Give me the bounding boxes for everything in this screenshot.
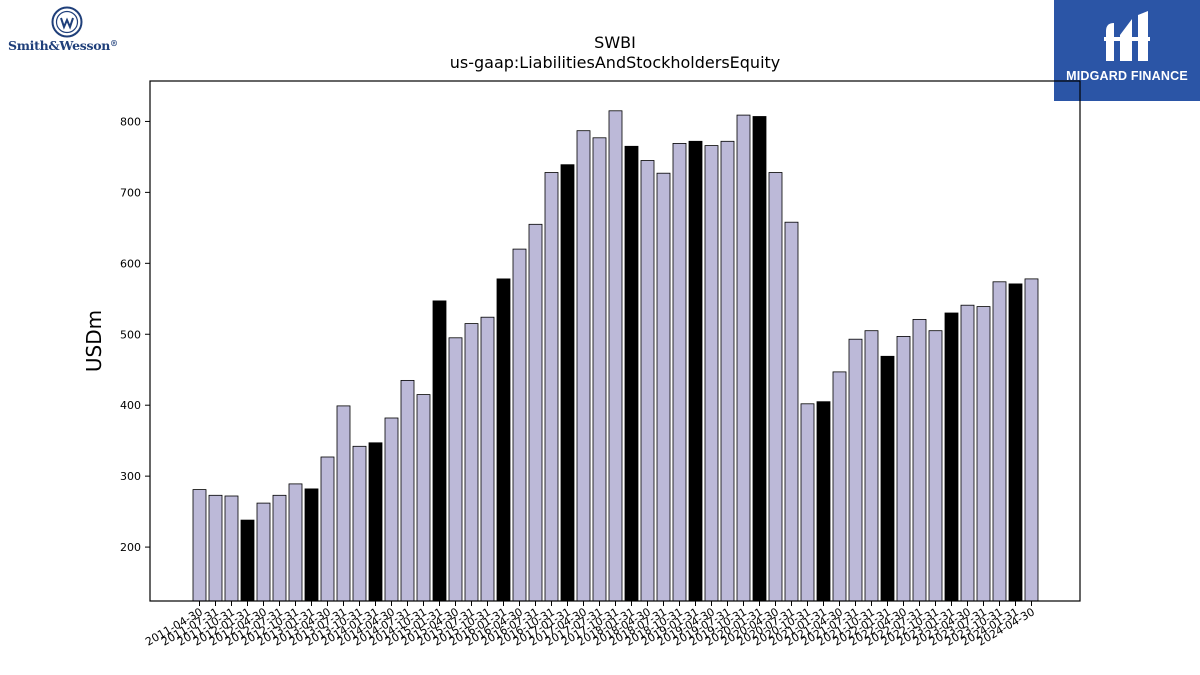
y-tick-label: 700 [120, 186, 141, 199]
bar-2023-01-31 [944, 312, 959, 602]
y-tick-label: 500 [120, 328, 141, 341]
bar-2017-10-31 [608, 110, 623, 602]
bar-2012-07-31 [272, 494, 287, 602]
chart-title: SWBI [594, 33, 636, 52]
midgard-finance-logo: MIDGARD FINANCE [1054, 0, 1200, 101]
bar-2013-07-31 [336, 405, 351, 602]
bar-2014-07-31 [400, 379, 415, 602]
bar-2015-07-31 [464, 323, 479, 602]
bar-2022-01-31 [880, 355, 895, 602]
bar-2016-04-30 [512, 248, 527, 602]
y-axis-label: USDm [82, 310, 106, 372]
registered-mark: ® [110, 38, 118, 48]
bar-2022-04-30 [896, 335, 911, 602]
bar-2022-10-31 [928, 330, 943, 602]
bar-2023-04-30 [960, 304, 975, 602]
bar-2016-01-31 [496, 278, 511, 602]
chart-subtitle: us-gaap:LiabilitiesAndStockholdersEquity [450, 53, 781, 72]
bar-2011-07-31 [208, 494, 223, 602]
bar-2015-10-31 [480, 316, 495, 602]
bar-2012-01-31 [240, 519, 255, 602]
y-tick-label: 400 [120, 399, 141, 412]
bar-2021-07-31 [848, 338, 863, 602]
bar-2024-01-31 [1008, 283, 1023, 602]
bar-2020-04-30 [768, 172, 783, 602]
smith-wesson-wordmark: Smith&Wesson® [8, 38, 118, 53]
bar-2022-07-31 [912, 318, 927, 602]
bar-2017-01-31 [560, 164, 575, 602]
y-axis-ticks: 200 300 400 500 600 700 800 [120, 115, 150, 554]
bar-2021-04-30 [832, 371, 847, 602]
y-tick-label: 200 [120, 541, 141, 554]
bar-2015-04-30 [448, 337, 463, 602]
bar-2014-04-30 [384, 417, 399, 602]
bar-2015-01-31 [432, 300, 447, 602]
bar-2017-04-30 [576, 130, 591, 602]
bar-2018-07-31 [656, 172, 671, 602]
bars-group [192, 110, 1039, 602]
y-tick-label: 600 [120, 257, 141, 270]
bar-2017-07-31 [592, 137, 607, 602]
bar-2023-10-31 [992, 281, 1007, 602]
bar-2020-01-31 [752, 116, 767, 602]
bar-2012-10-31 [288, 483, 303, 602]
bar-2016-07-31 [528, 223, 543, 602]
bar-2018-04-30 [640, 160, 655, 602]
bar-2013-10-31 [352, 445, 367, 602]
y-tick-label: 800 [120, 115, 141, 128]
bar-2019-07-31 [720, 140, 735, 602]
x-axis-ticks: 2011-04-302011-07-312011-10-312012-01-31… [143, 601, 1037, 649]
bar-2020-07-31 [784, 221, 799, 602]
bar-2023-07-31 [976, 306, 991, 602]
plot-frame [149, 80, 1081, 602]
bar-2013-04-30 [320, 456, 335, 602]
smith-wesson-seal-icon [51, 6, 83, 38]
left-brand-text: Smith&Wesson [8, 38, 111, 53]
bar-2011-04-30 [192, 489, 207, 602]
bar-2018-10-31 [672, 142, 687, 602]
bar-2019-10-31 [736, 114, 751, 602]
bar-2014-01-31 [368, 442, 383, 602]
bar-2011-10-31 [224, 495, 239, 602]
y-tick-label: 300 [120, 470, 141, 483]
smith-wesson-logo: Smith&Wesson® [6, 6, 128, 60]
bar-2021-01-31 [816, 401, 831, 602]
bar-2020-10-31 [800, 403, 815, 602]
midgard-monogram-icon [1104, 11, 1150, 61]
bar-2016-10-31 [544, 172, 559, 602]
bar-2018-01-31 [624, 145, 639, 602]
bar-2021-10-31 [864, 330, 879, 602]
bar-2014-10-31 [416, 394, 431, 602]
bar-2019-01-31 [688, 140, 703, 602]
bar-2019-04-30 [704, 145, 719, 602]
bar-2013-01-31 [304, 488, 319, 602]
right-brand-text: MIDGARD FINANCE [1066, 69, 1188, 83]
bar-2012-04-30 [256, 502, 271, 602]
bar-2024-04-30 [1024, 278, 1039, 602]
